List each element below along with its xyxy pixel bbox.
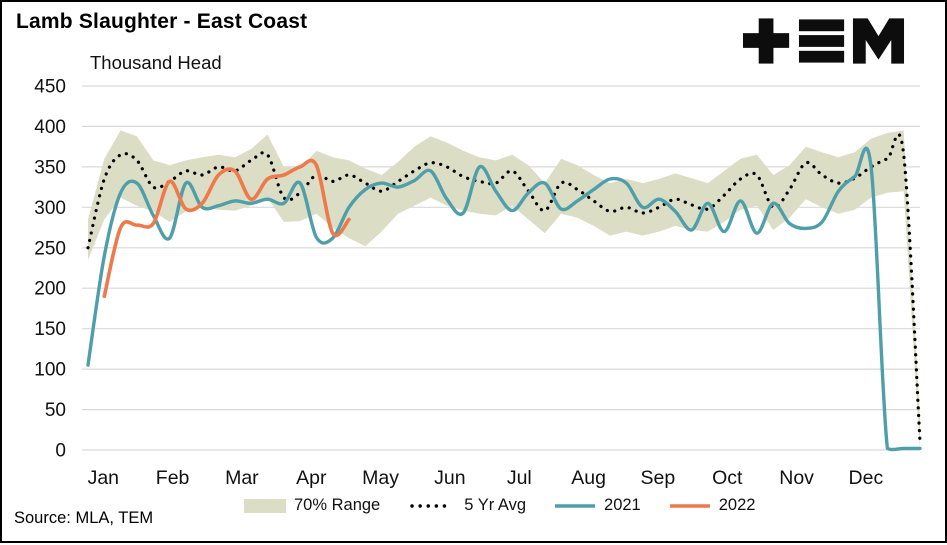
svg-text:Dec: Dec <box>849 467 884 489</box>
legend-label-5yr-avg: 5 Yr Avg <box>464 496 527 514</box>
svg-text:Oct: Oct <box>712 467 743 489</box>
legend-item-2021: 2021 <box>554 496 641 515</box>
svg-text:May: May <box>362 467 399 489</box>
range-band-swatch <box>244 498 286 513</box>
chart-legend: 70% Range 5 Yr Avg 2021 2022 <box>244 496 755 515</box>
svg-text:0: 0 <box>55 441 66 462</box>
legend-item-5yr-avg: 5 Yr Avg <box>408 496 526 515</box>
svg-text:100: 100 <box>34 360 66 381</box>
svg-text:Jan: Jan <box>88 467 119 489</box>
svg-text:150: 150 <box>34 319 66 340</box>
svg-text:300: 300 <box>34 198 66 219</box>
svg-text:200: 200 <box>34 279 66 300</box>
source-note: Source: MLA, TEM <box>14 509 154 527</box>
y-axis-title: Thousand Head <box>90 52 222 73</box>
tem-logo-graphic <box>743 18 905 64</box>
legend-item-2022: 2022 <box>669 496 756 515</box>
svg-text:Apr: Apr <box>296 467 327 489</box>
svg-text:400: 400 <box>34 117 66 138</box>
orange-line-swatch <box>669 503 710 508</box>
svg-text:350: 350 <box>34 157 66 178</box>
legend-item-70-range: 70% Range <box>244 496 380 515</box>
svg-text:Feb: Feb <box>156 467 190 489</box>
chart-title: Lamb Slaughter - East Coast <box>16 10 308 33</box>
svg-text:Jul: Jul <box>507 467 532 489</box>
svg-text:Nov: Nov <box>779 467 814 489</box>
legend-label-2021: 2021 <box>604 496 641 514</box>
legend-label-70-range: 70% Range <box>294 496 381 514</box>
svg-text:Aug: Aug <box>571 467 606 489</box>
teal-line-swatch <box>555 503 596 508</box>
svg-text:Jun: Jun <box>434 467 465 489</box>
svg-text:Sep: Sep <box>641 467 676 489</box>
svg-text:Mar: Mar <box>225 467 259 489</box>
svg-text:250: 250 <box>34 238 66 259</box>
svg-text:450: 450 <box>34 77 66 98</box>
legend-label-2022: 2022 <box>718 496 756 514</box>
tem-logo <box>743 16 905 66</box>
dotted-line-swatch <box>410 503 454 508</box>
svg-text:50: 50 <box>45 400 66 421</box>
